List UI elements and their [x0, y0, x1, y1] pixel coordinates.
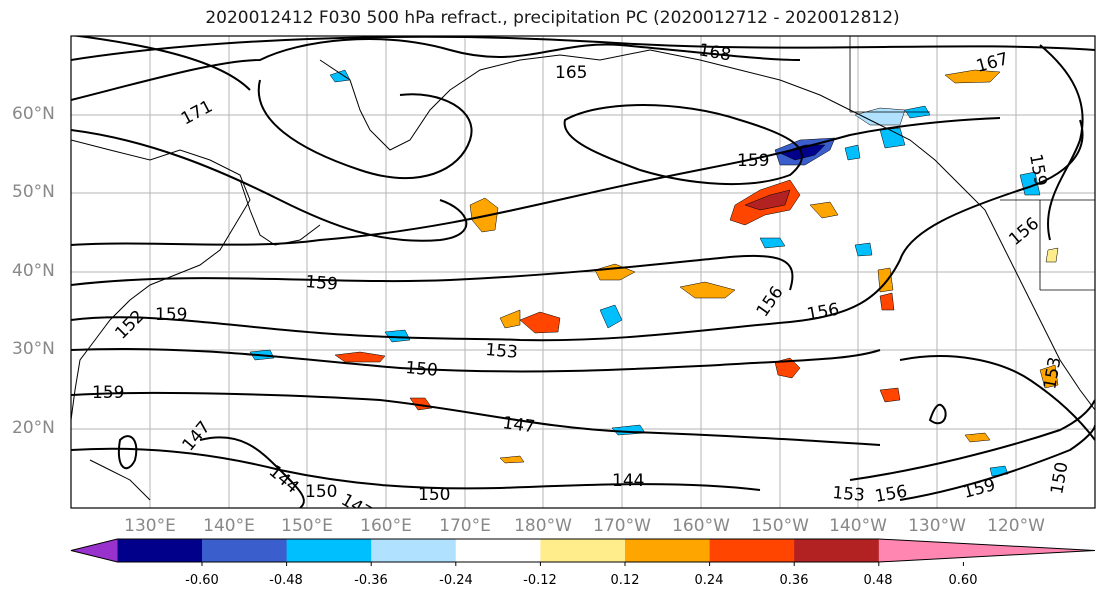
contour-label: 153 — [832, 483, 866, 506]
lon-label: 150°E — [281, 516, 333, 536]
colorbar-tick-label: -0.48 — [269, 573, 303, 588]
lat-label-50n: 50°N — [12, 182, 55, 202]
lon-label: 160°E — [360, 516, 412, 536]
colorbar-extend-low — [71, 539, 118, 562]
colorbar-tick-label: -0.36 — [354, 573, 388, 588]
lon-label: 130°W — [908, 516, 966, 536]
lat-label-20n: 20°N — [12, 418, 55, 438]
lon-label: 140°E — [203, 516, 255, 536]
contour-label: 150 — [418, 485, 450, 505]
contour-label: 159 — [737, 151, 769, 171]
lon-label: 180°W — [514, 516, 572, 536]
lat-label-60n: 60°N — [12, 104, 55, 124]
contour-label: 144 — [612, 471, 644, 491]
colorbar-segment — [540, 539, 626, 562]
map-title: 2020012412 F030 500 hPa refract., precip… — [205, 8, 900, 28]
colorbar-tick-label: 0.36 — [779, 573, 809, 588]
contours — [71, 36, 1095, 508]
contour-label: 147 — [501, 413, 536, 437]
colorbar-tick-label: -0.12 — [523, 573, 557, 588]
precip-shading — [249, 69, 1059, 477]
colorbar-tick-label: 0.60 — [948, 573, 978, 588]
map-border — [70, 35, 1096, 509]
lon-label: 170°E — [439, 516, 491, 536]
lat-label-40n: 40°N — [12, 261, 55, 281]
colorbar-segment — [371, 539, 457, 562]
lon-label: 120°W — [987, 516, 1045, 536]
colorbar-extend-high — [878, 539, 1095, 562]
colorbar-tick-label: 0.12 — [610, 573, 640, 588]
contour-label: 150 — [305, 482, 337, 502]
lat-label-30n: 30°N — [12, 339, 55, 359]
lon-label: 150°W — [751, 516, 809, 536]
borders — [849, 36, 1095, 291]
colorbar-segment — [709, 539, 795, 562]
lon-label: 140°W — [829, 516, 887, 536]
colorbar-tick-label: 0.48 — [863, 573, 893, 588]
colorbar-segment — [286, 539, 372, 562]
colorbar-segment — [794, 539, 880, 562]
contour-label: 165 — [555, 63, 587, 83]
colorbar-tick-label: -0.60 — [185, 573, 219, 588]
contour-label: 153 — [485, 340, 519, 363]
colorbar-tick-label: 0.24 — [694, 573, 724, 588]
colorbar-tick-label: -0.24 — [439, 573, 473, 588]
colorbar-segment — [202, 539, 288, 562]
lon-label: 170°W — [593, 516, 651, 536]
colorbar-segment — [455, 539, 541, 562]
contour-label: 150 — [405, 358, 439, 381]
colorbar-segment — [117, 539, 203, 562]
colorbar-outline — [70, 538, 1096, 563]
contour-label: 159 — [92, 383, 124, 403]
coastlines — [71, 49, 1095, 501]
contour-label: 159 — [305, 272, 339, 295]
colorbar-segment — [625, 539, 711, 562]
lon-label: 160°W — [672, 516, 730, 536]
lon-label: 130°E — [124, 516, 176, 536]
colorbar — [70, 538, 1096, 566]
contour-label: 159 — [155, 305, 187, 325]
